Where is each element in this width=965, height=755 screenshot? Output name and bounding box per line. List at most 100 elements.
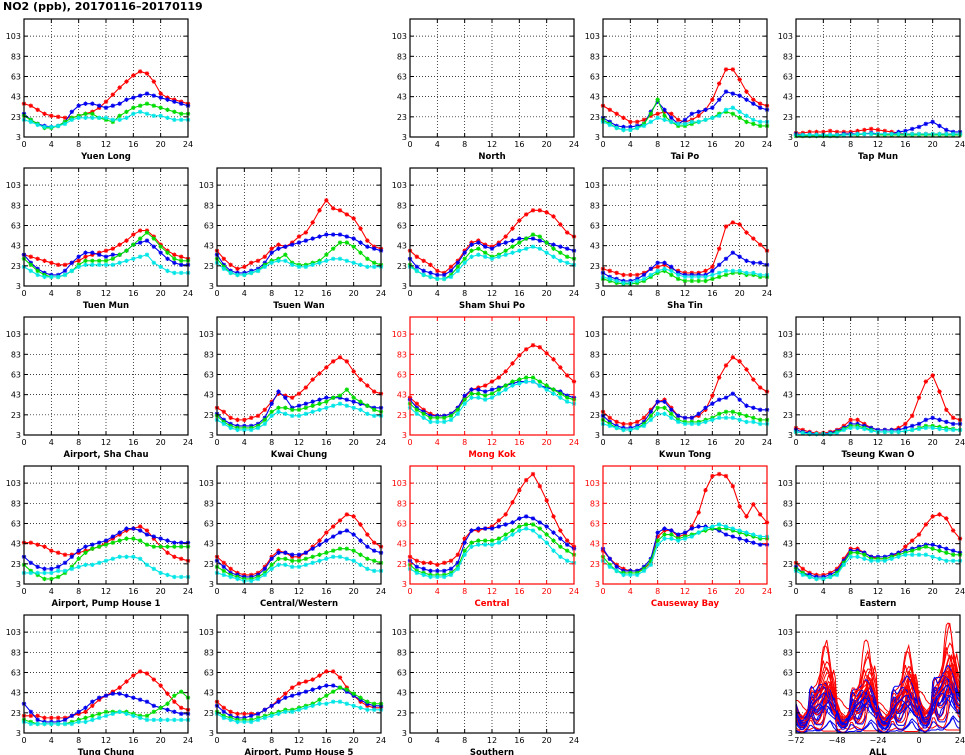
x-tick-label: 0	[407, 736, 412, 745]
x-tick-label: 16	[900, 587, 910, 596]
data-point	[110, 252, 116, 257]
data-point	[496, 242, 502, 247]
data-point	[69, 268, 75, 274]
x-tick-label: 16	[514, 736, 524, 745]
panel-airport-sha-chau: 3 23 43 63 83 103 0 4 8 12 16 20 24 Airport, Sha Chau	[6, 316, 193, 460]
x-tick-label: 4	[49, 736, 54, 745]
data-point	[158, 717, 163, 723]
data-point	[103, 713, 109, 719]
data-point	[855, 128, 860, 134]
data-point	[916, 421, 922, 427]
data-point	[564, 254, 570, 259]
data-point	[496, 387, 502, 392]
x-tick-label: 16	[321, 438, 331, 447]
data-point	[96, 544, 102, 549]
data-point	[923, 379, 929, 384]
data-point	[228, 574, 233, 580]
data-point	[365, 699, 370, 704]
data-point	[757, 242, 763, 247]
data-point	[421, 415, 426, 421]
data-point	[730, 91, 736, 96]
data-point	[950, 528, 956, 533]
data-point	[103, 262, 109, 268]
data-point	[296, 234, 302, 239]
data-point	[537, 208, 543, 213]
data-point	[276, 409, 281, 415]
data-point	[428, 415, 433, 421]
y-tick-label: 43	[397, 242, 407, 251]
data-point	[83, 111, 88, 117]
data-point	[324, 395, 329, 400]
x-tick-label: 0	[407, 587, 412, 596]
data-point	[255, 258, 261, 263]
data-point	[496, 518, 502, 523]
data-point	[517, 516, 522, 521]
y-tick-label: 63	[204, 668, 214, 677]
x-tick-label: 20	[542, 289, 552, 298]
data-point	[669, 532, 674, 537]
data-point	[489, 395, 495, 400]
data-point	[35, 272, 40, 278]
x-tick-label: 0	[214, 587, 219, 596]
data-point	[930, 373, 935, 378]
data-point	[628, 127, 633, 133]
data-point	[117, 554, 122, 559]
data-point	[262, 264, 268, 270]
y-tick-label: 83	[783, 350, 793, 359]
data-point	[165, 701, 170, 706]
data-point	[228, 415, 233, 421]
data-point	[371, 558, 377, 564]
data-point	[62, 262, 68, 268]
y-tick-label: 23	[397, 262, 407, 271]
data-point	[523, 526, 529, 531]
data-point	[317, 697, 322, 702]
data-point	[517, 528, 522, 533]
data-point	[151, 79, 157, 84]
data-point	[462, 401, 467, 406]
data-point	[310, 377, 315, 382]
data-point	[448, 413, 454, 419]
data-point	[69, 554, 75, 559]
data-point	[862, 127, 867, 133]
data-point	[221, 560, 227, 566]
data-point	[551, 214, 556, 219]
series-line-blue	[795, 693, 960, 726]
y-tick-label: 3	[595, 431, 600, 440]
data-point	[289, 395, 295, 400]
data-point	[868, 126, 874, 132]
data-point	[283, 244, 288, 249]
data-point	[351, 532, 356, 537]
data-point	[137, 254, 143, 259]
data-point	[510, 361, 515, 366]
x-tick-label: 8	[655, 438, 660, 447]
data-point	[448, 274, 454, 280]
data-point	[358, 522, 363, 527]
data-point	[178, 711, 184, 717]
data-point	[103, 538, 109, 543]
data-point	[530, 232, 536, 237]
data-point	[317, 397, 322, 402]
page-title: NO2 (ppb), 20170116–20170119	[3, 0, 203, 13]
data-point	[69, 117, 75, 123]
data-point	[255, 711, 261, 717]
data-point	[303, 556, 309, 561]
data-point	[510, 528, 515, 533]
plot-area	[603, 168, 767, 286]
data-point	[737, 222, 742, 227]
data-point	[151, 677, 157, 682]
data-point	[862, 552, 867, 557]
data-point	[344, 387, 350, 392]
data-point	[28, 119, 34, 125]
data-point	[303, 562, 309, 568]
data-point	[414, 570, 420, 576]
data-point	[158, 536, 163, 541]
x-tick-label: 8	[462, 438, 467, 447]
data-point	[923, 417, 929, 423]
data-point	[221, 709, 227, 715]
data-point	[165, 268, 170, 274]
data-point	[757, 417, 763, 423]
data-point	[178, 270, 184, 276]
y-tick-label: 63	[204, 370, 214, 379]
data-point	[621, 421, 626, 427]
data-point	[165, 538, 170, 543]
